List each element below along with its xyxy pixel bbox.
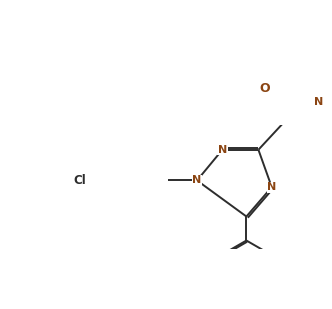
Text: N: N [314, 97, 323, 107]
Text: N: N [267, 182, 276, 192]
Text: Cl: Cl [73, 174, 86, 187]
Text: N: N [192, 176, 202, 185]
Text: N: N [218, 145, 227, 155]
Text: O: O [260, 82, 270, 95]
